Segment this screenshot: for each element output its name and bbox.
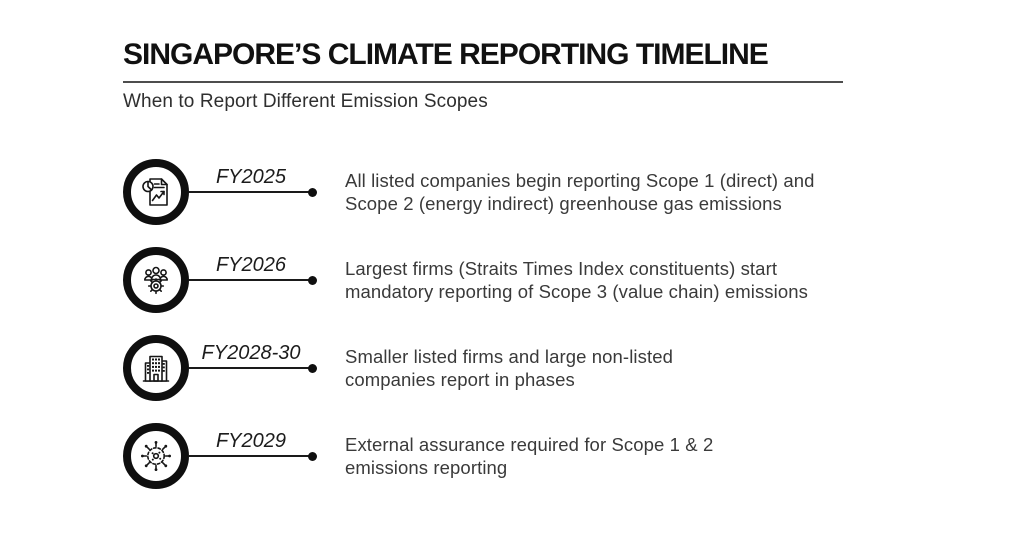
- fiscal-year-label: FY2025: [215, 166, 287, 188]
- timeline-description: Smaller listed firms and large non-liste…: [345, 345, 673, 391]
- timeline-description: Largest firms (Straits Times Index const…: [345, 257, 808, 303]
- timeline: FY2025 All listed companies begin report…: [123, 148, 923, 500]
- timeline-item-fy2026: FY2026 Largest firms (Straits Times Inde…: [123, 236, 923, 324]
- timeline-connector: FY2028-30: [189, 324, 319, 412]
- page-subtitle: When to Report Different Emission Scopes: [123, 91, 488, 112]
- office-building-icon: [137, 349, 175, 387]
- connector-dot: [308, 275, 317, 285]
- timeline-marker-circle: [123, 159, 189, 225]
- timeline-description: External assurance required for Scope 1 …: [345, 433, 714, 479]
- connector-line: [189, 279, 309, 281]
- timeline-connector: FY2025: [189, 148, 319, 236]
- timeline-item-fy2028-30: FY2028-30 Smaller listed firms and large…: [123, 324, 923, 412]
- connector-line: [189, 191, 309, 193]
- timeline-connector: FY2029: [189, 412, 319, 500]
- emissions-molecule-icon: [137, 437, 175, 475]
- header: SINGAPORE’S CLIMATE REPORTING TIMELINE W…: [123, 38, 843, 113]
- connector-dot: [308, 363, 317, 373]
- timeline-description: All listed companies begin reporting Sco…: [345, 169, 815, 215]
- timeline-item-fy2029: FY2029 External assurance required for S…: [123, 412, 923, 500]
- connector-line: [189, 455, 309, 457]
- connector-dot: [308, 451, 317, 461]
- report-document-icon: [137, 173, 175, 211]
- fiscal-year-label: FY2026: [215, 254, 287, 276]
- fiscal-year-label: FY2028-30: [201, 342, 301, 364]
- connector-dot: [308, 187, 317, 197]
- timeline-marker-circle: [123, 423, 189, 489]
- connector-line: [189, 367, 309, 369]
- page-title: SINGAPORE’S CLIMATE REPORTING TIMELINE: [123, 38, 843, 83]
- timeline-marker-circle: [123, 247, 189, 313]
- fiscal-year-label: FY2029: [215, 430, 287, 452]
- team-gear-icon: [137, 261, 175, 299]
- timeline-marker-circle: [123, 335, 189, 401]
- timeline-connector: FY2026: [189, 236, 319, 324]
- timeline-item-fy2025: FY2025 All listed companies begin report…: [123, 148, 923, 236]
